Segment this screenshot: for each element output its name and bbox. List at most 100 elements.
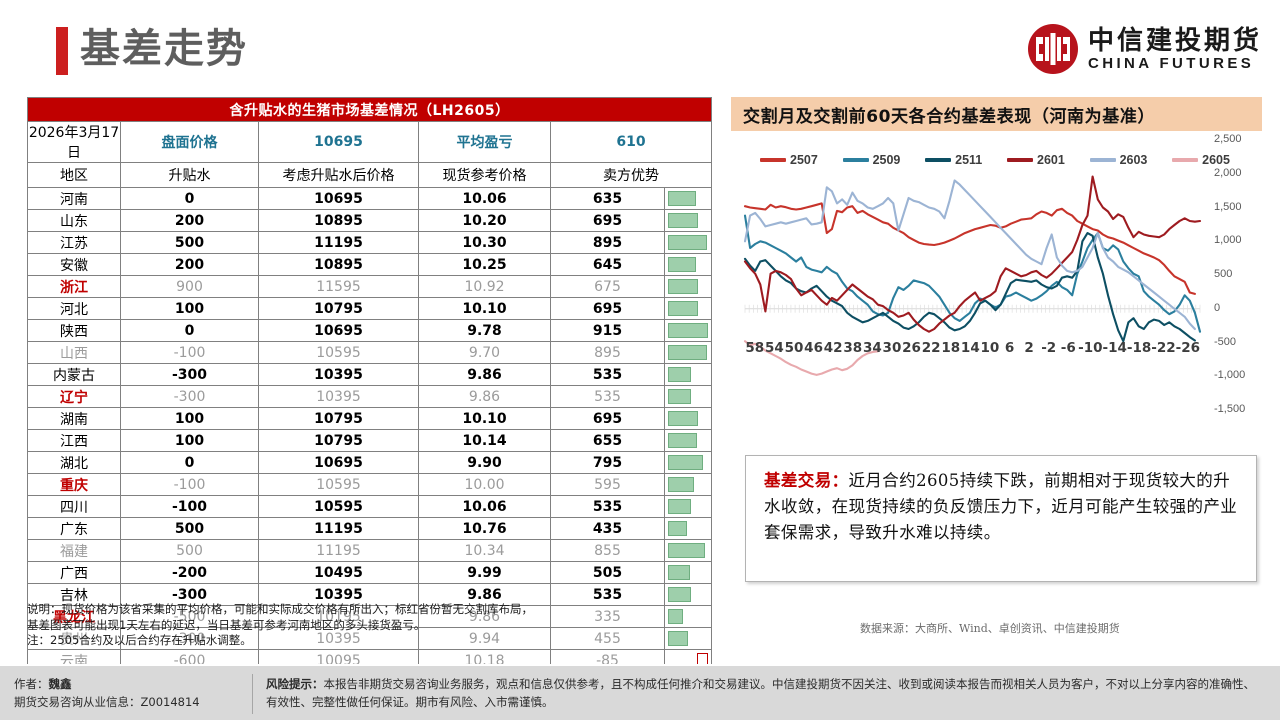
- cell-spot: 10.30: [418, 231, 551, 254]
- cell-spot: 10.92: [418, 275, 551, 298]
- x-tick-label: 2: [1024, 340, 1034, 356]
- x-tick-label: 50: [784, 340, 804, 356]
- legend-item-2605[interactable]: 2605: [1172, 153, 1230, 167]
- footer-risk-text: 本报告非期货交易咨询业务服务，观点和信息仅供参考，且不构成任何推介和交易建议。中…: [266, 677, 1255, 709]
- cell-region: 山西: [27, 341, 121, 364]
- title-accent-bar: [56, 27, 68, 75]
- legend-swatch-icon: [1007, 158, 1033, 162]
- table-row: 四川 -100 10595 10.06 535: [27, 495, 713, 518]
- footer-author-line: 作者：魏鑫: [14, 675, 200, 693]
- x-tick-label: -18: [1126, 340, 1152, 356]
- cell-edge-bar: [663, 583, 713, 606]
- cell-spot: 9.86: [418, 385, 551, 408]
- x-tick-label: -6: [1060, 340, 1076, 356]
- cell-edge: 645: [550, 253, 665, 276]
- cell-edge-bar: [663, 297, 713, 320]
- legend-item-2601[interactable]: 2601: [1007, 153, 1065, 167]
- x-tick-label: 58: [745, 340, 765, 356]
- cell-edge: 695: [550, 297, 665, 320]
- footer-risk-block: 风险提示：本报告非期货交易咨询业务服务，观点和信息仅供参考，且不构成任何推介和交…: [266, 675, 1266, 711]
- table-row: 福建 500 11195 10.34 855: [27, 539, 713, 562]
- legend-swatch-icon: [1089, 158, 1116, 162]
- cell-region: 黑龙江: [27, 605, 121, 628]
- x-tick-label: 22: [921, 340, 941, 356]
- cell-premium: -100: [120, 341, 259, 364]
- logo-text-en: CHINA FUTURES: [1087, 54, 1255, 72]
- footer-divider: [252, 674, 253, 714]
- x-tick-label: 30: [882, 340, 902, 356]
- cell-premium: -300: [120, 385, 259, 408]
- legend-swatch-icon: [925, 158, 952, 162]
- cell-region: 江苏: [27, 231, 121, 254]
- table-row: 江西 100 10795 10.14 655: [27, 429, 713, 452]
- y-tick-label: 0: [1214, 301, 1221, 314]
- table-row: 湖南 100 10795 10.10 695: [27, 407, 713, 430]
- cell-edge: 795: [550, 451, 665, 474]
- cell-edge-bar: [663, 539, 713, 562]
- table-row: 广西 -200 10495 9.99 505: [27, 561, 713, 584]
- cell-edge-bar: [663, 187, 713, 210]
- legend-item-2603[interactable]: 2603: [1089, 153, 1148, 167]
- cell-spot: 10.00: [418, 473, 551, 496]
- y-tick-label: -500: [1214, 335, 1237, 348]
- x-tick-label: 14: [960, 340, 980, 356]
- cell-edge-bar: [663, 429, 713, 452]
- summary-label-1: 盘面价格: [120, 121, 259, 163]
- legend-item-2507[interactable]: 2507: [760, 153, 818, 167]
- legend-label: 2601: [1037, 153, 1065, 167]
- x-tick-label: -2: [1041, 340, 1057, 356]
- cell-price: 10795: [258, 297, 419, 320]
- cell-price: 10595: [258, 341, 419, 364]
- cell-edge: 505: [550, 561, 665, 584]
- x-tick-label: 6: [1004, 340, 1015, 356]
- x-tick-label: 34: [862, 340, 882, 356]
- legend-item-2509[interactable]: 2509: [842, 153, 901, 167]
- cell-premium: 100: [120, 407, 259, 430]
- chart-legend: 2507 2509 2511 2601 2603 2605: [760, 151, 1230, 169]
- cell-edge: 435: [550, 517, 665, 540]
- legend-label: 2603: [1119, 153, 1148, 167]
- table-row: 浙江 900 11595 10.92 675: [27, 275, 713, 298]
- cell-spot: 10.06: [418, 495, 551, 518]
- col-header-1: 升贴水: [120, 162, 259, 188]
- table-header-row: 地区 升贴水 考虑升贴水后价格 现货参考价格 卖方优势: [27, 162, 713, 188]
- page-title: 基差走势: [80, 26, 248, 72]
- cell-premium: 0: [120, 451, 259, 474]
- series-line-2605: [743, 340, 879, 376]
- table-caption-row: 含升贴水的生猪市场基差情况（LH2605）: [26, 97, 713, 122]
- table-row: 河北 100 10795 10.10 695: [27, 297, 713, 320]
- cell-edge: 915: [550, 319, 665, 342]
- data-source-label: 数据来源：大商所、Wind、卓创资讯、中信建投期货: [860, 622, 1120, 635]
- cell-edge: 675: [550, 275, 665, 298]
- series-line-2601: [743, 175, 1202, 333]
- col-header-2: 考虑升贴水后价格: [258, 162, 419, 188]
- cell-region: 广东: [27, 517, 121, 540]
- cell-premium: -200: [120, 561, 259, 584]
- footer-author-label: 作者：: [14, 677, 49, 691]
- cell-premium: 100: [120, 429, 259, 452]
- cell-price: 10495: [258, 561, 419, 584]
- cell-region: 山东: [27, 209, 121, 232]
- cell-edge-bar: [663, 451, 713, 474]
- col-header-3: 现货参考价格: [418, 162, 551, 188]
- legend-label: 2509: [872, 153, 901, 167]
- table-caption: 含升贴水的生猪市场基差情况（LH2605）: [26, 97, 713, 122]
- table-row: 山西 -100 10595 9.70 895: [27, 341, 713, 364]
- cell-edge-bar: [663, 275, 713, 298]
- table-row: 山东 200 10895 10.20 695: [27, 209, 713, 232]
- cell-price: 10395: [258, 385, 419, 408]
- basis-line-chart: [743, 140, 1202, 410]
- x-tick-label: -10: [1078, 340, 1103, 356]
- footer-license-line: 期货交易咨询从业信息：Z0014814: [14, 695, 200, 709]
- cell-price: 10695: [258, 319, 419, 342]
- cell-spot: 10.06: [418, 187, 551, 210]
- summary-date: 2026年3月17日: [27, 121, 121, 163]
- cell-region: 陕西: [27, 319, 121, 342]
- table-summary-row: 2026年3月17日 盘面价格 10695 平均盈亏 610: [27, 121, 713, 163]
- col-header-0: 地区: [27, 162, 121, 188]
- legend-label: 2511: [955, 153, 983, 167]
- footer-author-block: 作者：魏鑫 期货交易咨询从业信息：Z0014814: [14, 675, 200, 711]
- legend-item-2511[interactable]: 2511: [925, 153, 982, 167]
- cell-price: 10695: [258, 187, 419, 210]
- cell-premium: 0: [120, 187, 259, 210]
